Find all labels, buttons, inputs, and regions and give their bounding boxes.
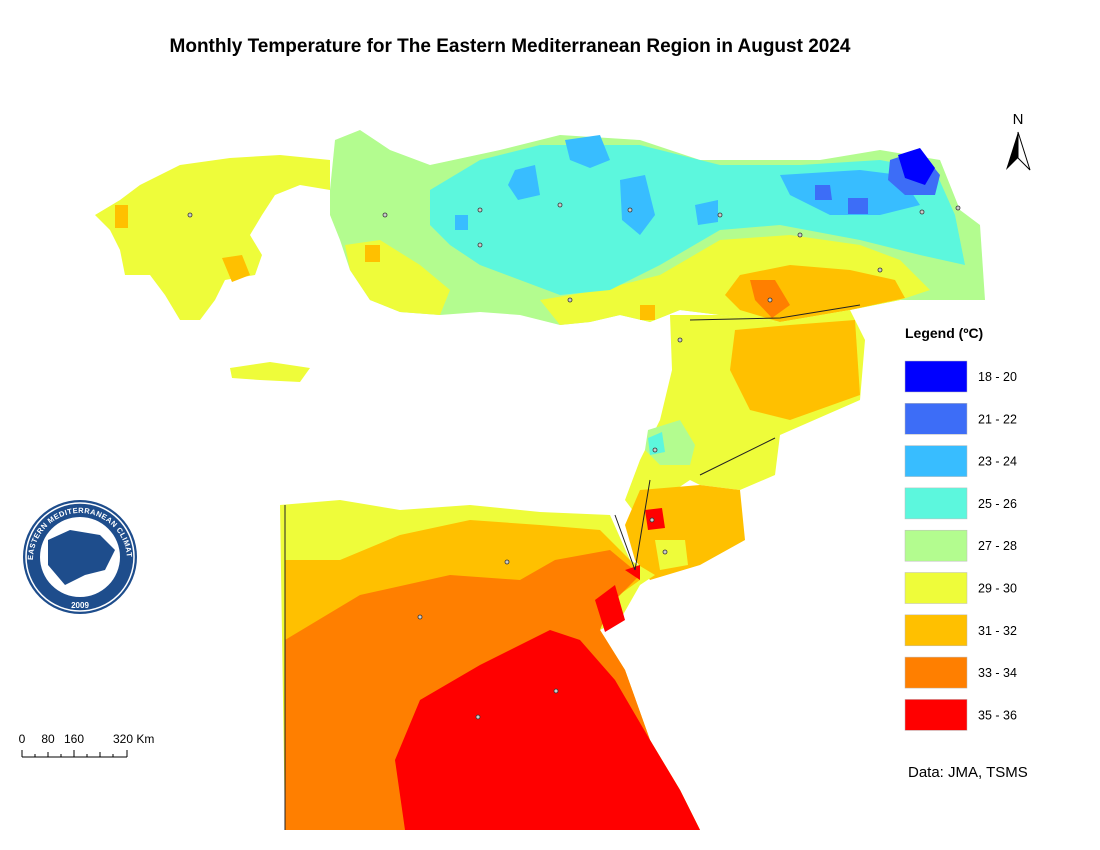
region-levant-cool bbox=[645, 420, 695, 465]
legend-title: Legend (ºC) bbox=[905, 325, 983, 341]
region-greece-warm bbox=[115, 205, 250, 282]
legend-swatch bbox=[904, 614, 968, 647]
north-arrow: N bbox=[1006, 111, 1031, 171]
legend-label: 35 - 36 bbox=[978, 708, 1017, 722]
legend-swatch bbox=[904, 699, 968, 731]
region-syria-warm bbox=[730, 320, 860, 420]
region-cool bbox=[455, 135, 920, 235]
legend-label: 21 - 22 bbox=[978, 412, 1017, 426]
region-levant-coast bbox=[648, 432, 665, 455]
logo-year: 2009 bbox=[71, 601, 89, 610]
region-deadsea bbox=[645, 508, 665, 530]
region-crete bbox=[230, 362, 310, 382]
region-egypt-hottest bbox=[395, 565, 700, 830]
legend-label: 25 - 26 bbox=[978, 497, 1017, 511]
region-coldest bbox=[898, 148, 935, 185]
scale-bar: 0 80 160 320 Km bbox=[19, 732, 154, 758]
legend-label: 29 - 30 bbox=[978, 582, 1017, 596]
legend-label: 33 - 34 bbox=[978, 666, 1017, 680]
country-borders bbox=[284, 304, 861, 830]
station-dots bbox=[187, 202, 961, 720]
legend-swatch bbox=[904, 360, 968, 393]
legend-swatch bbox=[904, 403, 968, 435]
legend: 18 - 20 21 - 22 23 - 24 25 - 26 27 - 28 29 - … bbox=[904, 360, 1017, 731]
temperature-map bbox=[95, 130, 985, 830]
region-greece bbox=[95, 155, 330, 320]
scale-label: 160 bbox=[64, 732, 84, 746]
legend-label: 31 - 32 bbox=[978, 624, 1017, 638]
legend-swatch bbox=[904, 445, 968, 477]
north-label: N bbox=[1013, 111, 1024, 128]
scale-label: 0 bbox=[19, 732, 26, 746]
legend-label: 23 - 24 bbox=[978, 455, 1017, 469]
region-jordan-spot bbox=[655, 540, 688, 570]
logo-text-path: EASTERN MEDITERRANEAN CLIMATE CENTRE bbox=[0, 0, 134, 560]
region-jordan bbox=[625, 485, 745, 580]
legend-swatch bbox=[904, 656, 968, 689]
logo-text: EASTERN MEDITERRANEAN CLIMATE CENTRE bbox=[0, 0, 134, 560]
logo: EASTERN MEDITERRANEAN CLIMATE CENTRE 200… bbox=[0, 0, 137, 614]
scale-label: 320 Km bbox=[113, 732, 154, 746]
legend-swatch bbox=[904, 572, 968, 604]
data-source: Data: JMA, TSMS bbox=[908, 764, 1028, 781]
scale-label: 80 bbox=[41, 732, 55, 746]
legend-swatch bbox=[904, 487, 968, 520]
legend-swatch bbox=[904, 529, 968, 562]
legend-label: 18 - 20 bbox=[978, 370, 1017, 384]
legend-label: 27 - 28 bbox=[978, 539, 1017, 553]
map-title: Monthly Temperature for The Eastern Medi… bbox=[170, 36, 851, 57]
